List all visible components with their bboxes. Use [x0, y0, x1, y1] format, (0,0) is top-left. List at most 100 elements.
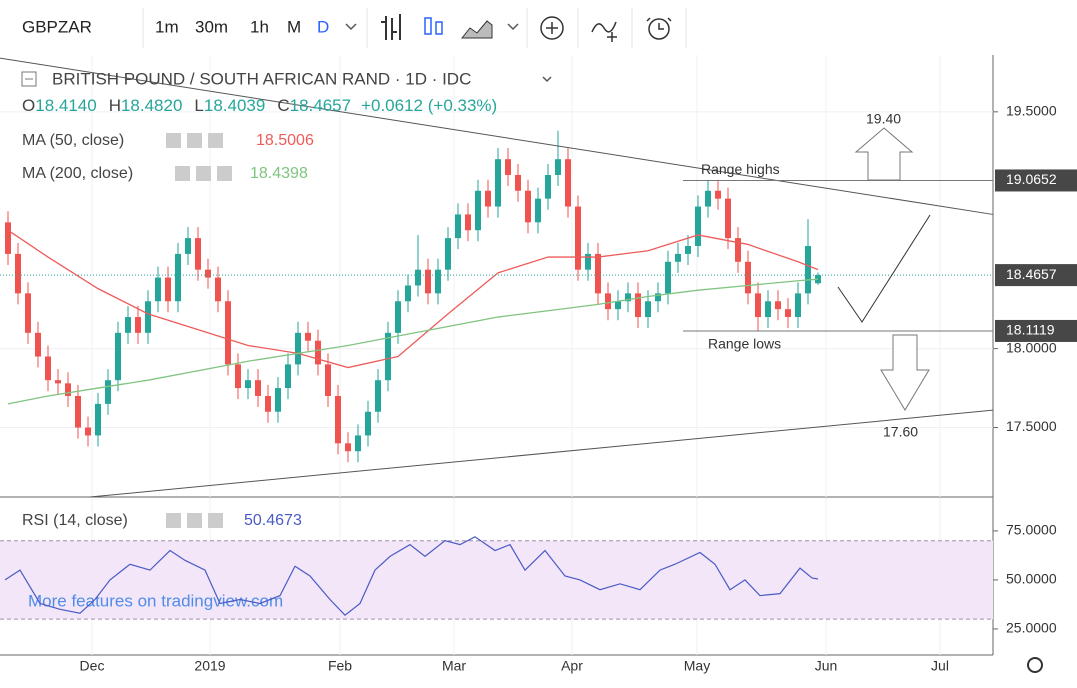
candle-body: [505, 159, 511, 175]
x-tick-label: Dec: [80, 658, 105, 674]
candle-body: [615, 301, 621, 310]
candle-body: [45, 356, 51, 381]
candle-body: [775, 301, 781, 310]
candle-body: [735, 238, 741, 262]
candle-body: [135, 317, 141, 333]
up-arrow: [854, 127, 914, 181]
interval[interactable]: M: [287, 17, 301, 36]
eye-icon[interactable]: [175, 166, 190, 181]
candle-body: [65, 383, 71, 396]
ohlc-key: H: [109, 96, 121, 115]
settings-icon[interactable]: [187, 133, 202, 148]
candle-body: [425, 269, 431, 294]
y-tick-label: 25.0000: [1006, 620, 1057, 636]
interval[interactable]: 1m: [155, 17, 179, 36]
eye-icon[interactable]: [166, 513, 181, 528]
candle-body: [175, 253, 181, 302]
area-icon[interactable]: [460, 20, 493, 39]
candle-body: [305, 332, 311, 341]
candle-body: [275, 388, 281, 412]
close-icon[interactable]: [208, 513, 223, 528]
settings-icon[interactable]: [187, 513, 202, 528]
candle-body: [555, 159, 561, 175]
candle-body: [325, 364, 331, 396]
alert-icon[interactable]: [648, 18, 670, 40]
x-tick-label: May: [684, 658, 710, 674]
candle-body: [625, 293, 631, 302]
compare-icon[interactable]: [546, 22, 558, 34]
candle-body: [195, 238, 201, 270]
candle-body: [95, 403, 101, 436]
candle-body: [375, 380, 381, 412]
candle-body: [395, 301, 401, 333]
ma-line: [7, 278, 819, 405]
candle-body: [315, 340, 321, 365]
eye-icon[interactable]: [166, 133, 181, 148]
ohlc-value: 18.4140: [35, 96, 96, 115]
toolbar: GBPZAR: [22, 8, 687, 48]
candle-body: [525, 190, 531, 223]
candle-body: [725, 198, 731, 239]
gear-icon[interactable]: [1027, 657, 1043, 673]
candles-icon[interactable]: [424, 17, 432, 35]
candle-body: [235, 364, 241, 389]
y-tick-label: 50.0000: [1006, 571, 1057, 587]
interval[interactable]: D: [317, 17, 329, 36]
price-label: 18.4657: [1006, 266, 1057, 282]
close-icon[interactable]: [208, 133, 223, 148]
ohlc-key: O: [22, 96, 35, 115]
candle-body: [485, 190, 491, 207]
candle-body: [85, 427, 91, 436]
candle-body: [25, 293, 31, 333]
candle-body: [365, 411, 371, 436]
candle-body: [495, 159, 501, 207]
bars-icon[interactable]: [381, 14, 401, 40]
candle-body: [455, 214, 461, 239]
settings-icon[interactable]: [196, 166, 211, 181]
dropdown[interactable]: [507, 23, 519, 31]
settings[interactable]: [1027, 657, 1043, 673]
candle-body: [165, 277, 171, 302]
collapse-icon[interactable]: [21, 71, 37, 87]
interval[interactable]: 1h: [250, 17, 269, 36]
candles-icon[interactable]: [435, 21, 443, 35]
candle-body: [535, 198, 541, 223]
x-tick-label: Jul: [931, 658, 949, 674]
price-label: 19.0652: [1006, 171, 1057, 187]
price-label-bg: [995, 169, 1077, 192]
candle-body: [15, 253, 21, 294]
ma-line: [7, 229, 819, 369]
candle-body: [345, 443, 351, 452]
interval[interactable]: 30m: [195, 17, 228, 36]
ohlc-value: 18.4657: [290, 96, 351, 115]
indicators-icon[interactable]: [591, 21, 617, 42]
y-tick-label: 18.0000: [1006, 339, 1057, 355]
compare-icon[interactable]: [540, 16, 564, 40]
candle-body: [285, 364, 291, 389]
alert-icon[interactable]: [646, 17, 672, 30]
candle-body: [405, 285, 411, 302]
candle-body: [715, 190, 721, 199]
symbol[interactable]: GBPZAR: [22, 17, 92, 36]
candle-body: [295, 332, 301, 365]
candle-body: [795, 293, 801, 318]
price-label-bg: [995, 319, 1077, 342]
candle-body: [355, 435, 361, 452]
x-tick-label: Jun: [815, 658, 838, 674]
candle-body: [445, 238, 451, 270]
down-arrow: [880, 334, 930, 411]
candle-body: [385, 332, 391, 381]
plot: [0, 57, 994, 617]
candle-body: [565, 159, 571, 207]
candle-body: [225, 301, 231, 365]
projection: [837, 214, 931, 323]
ohlc-legend: O18.4140 H18.4820 L18.4039 C18.4657 +0.0612 …: [22, 96, 497, 115]
ma-name: MA (200, close): [22, 165, 133, 182]
candle-body: [255, 380, 261, 396]
candle-body: [605, 293, 611, 310]
dropdown[interactable]: [542, 76, 552, 83]
close-icon[interactable]: [217, 166, 232, 181]
dropdown[interactable]: [345, 23, 357, 31]
change: +0.0612 (+0.33%): [361, 96, 497, 115]
ma-icons: [166, 133, 232, 528]
